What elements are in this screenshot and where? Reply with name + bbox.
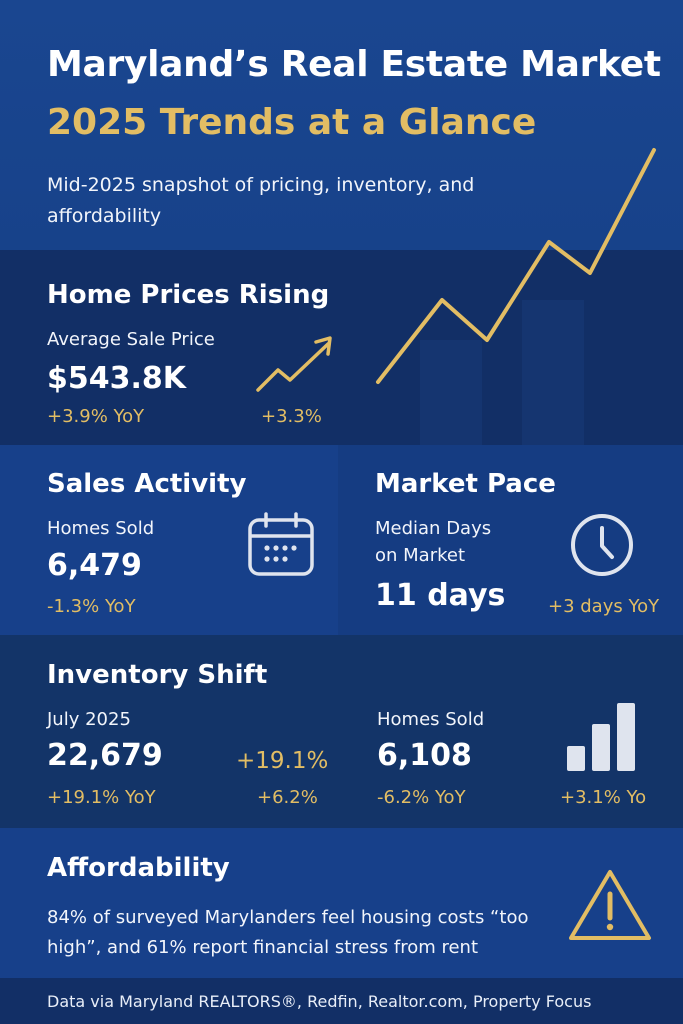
- footer-panel: [0, 978, 683, 1024]
- page-subtitle: 2025 Trends at a Glance: [47, 102, 537, 143]
- prices-label: Average Sale Price: [47, 329, 215, 350]
- inventory-right-label: Homes Sold: [377, 709, 485, 730]
- sales-yoy: -1.3% YoY: [47, 596, 136, 617]
- sales-label: Homes Sold: [47, 518, 155, 539]
- sales-panel: [0, 445, 338, 635]
- calendar-icon: [248, 512, 314, 576]
- pace-panel: [338, 445, 683, 635]
- prices-value: $543.8K: [47, 361, 187, 396]
- inventory-left-value: 22,679: [47, 738, 163, 773]
- page-title: Maryland’s Real Estate Market: [47, 44, 661, 85]
- prices-heading: Home Prices Rising: [47, 280, 330, 310]
- pace-label-line1: Median Days: [375, 518, 492, 539]
- clock-icon: [571, 514, 633, 576]
- prices-yoy: +3.9% YoY: [47, 406, 145, 427]
- inventory-left-yoy: +19.1% YoY: [47, 787, 156, 808]
- affordability-heading: Affordability: [47, 853, 230, 883]
- inventory-change-small: +6.2%: [257, 787, 318, 808]
- inventory-right-change: +3.1% Yo: [560, 787, 647, 808]
- affordability-text: 84% of surveyed Marylanders feel housing…: [47, 907, 529, 958]
- sales-value: 6,479: [47, 548, 142, 583]
- pace-yoy: +3 days YoY: [548, 596, 660, 617]
- affordability-panel: [0, 828, 683, 978]
- inventory-panel: [0, 635, 683, 828]
- prices-trend-value: +3.3%: [261, 406, 322, 427]
- header-panel: [0, 0, 683, 250]
- tagline: Mid-2025 snapshot of pricing, inventory,…: [47, 174, 475, 227]
- inventory-heading: Inventory Shift: [47, 660, 268, 690]
- source-note: Data via Maryland REALTORS®, Redfin, Rea…: [47, 992, 592, 1011]
- pace-heading: Market Pace: [375, 469, 556, 499]
- inventory-change-pct: +19.1%: [236, 748, 329, 774]
- pace-value: 11 days: [375, 578, 506, 613]
- pace-label-line2: on Market: [375, 545, 466, 566]
- bar-chart-icon: [567, 703, 635, 771]
- warning-triangle-icon: [569, 870, 651, 940]
- inventory-right-value: 6,108: [377, 738, 472, 773]
- inventory-right-yoy: -6.2% YoY: [377, 787, 466, 808]
- inventory-left-label: July 2025: [47, 709, 131, 730]
- trend-up-arrow-icon: [256, 336, 332, 392]
- sales-heading: Sales Activity: [47, 469, 247, 499]
